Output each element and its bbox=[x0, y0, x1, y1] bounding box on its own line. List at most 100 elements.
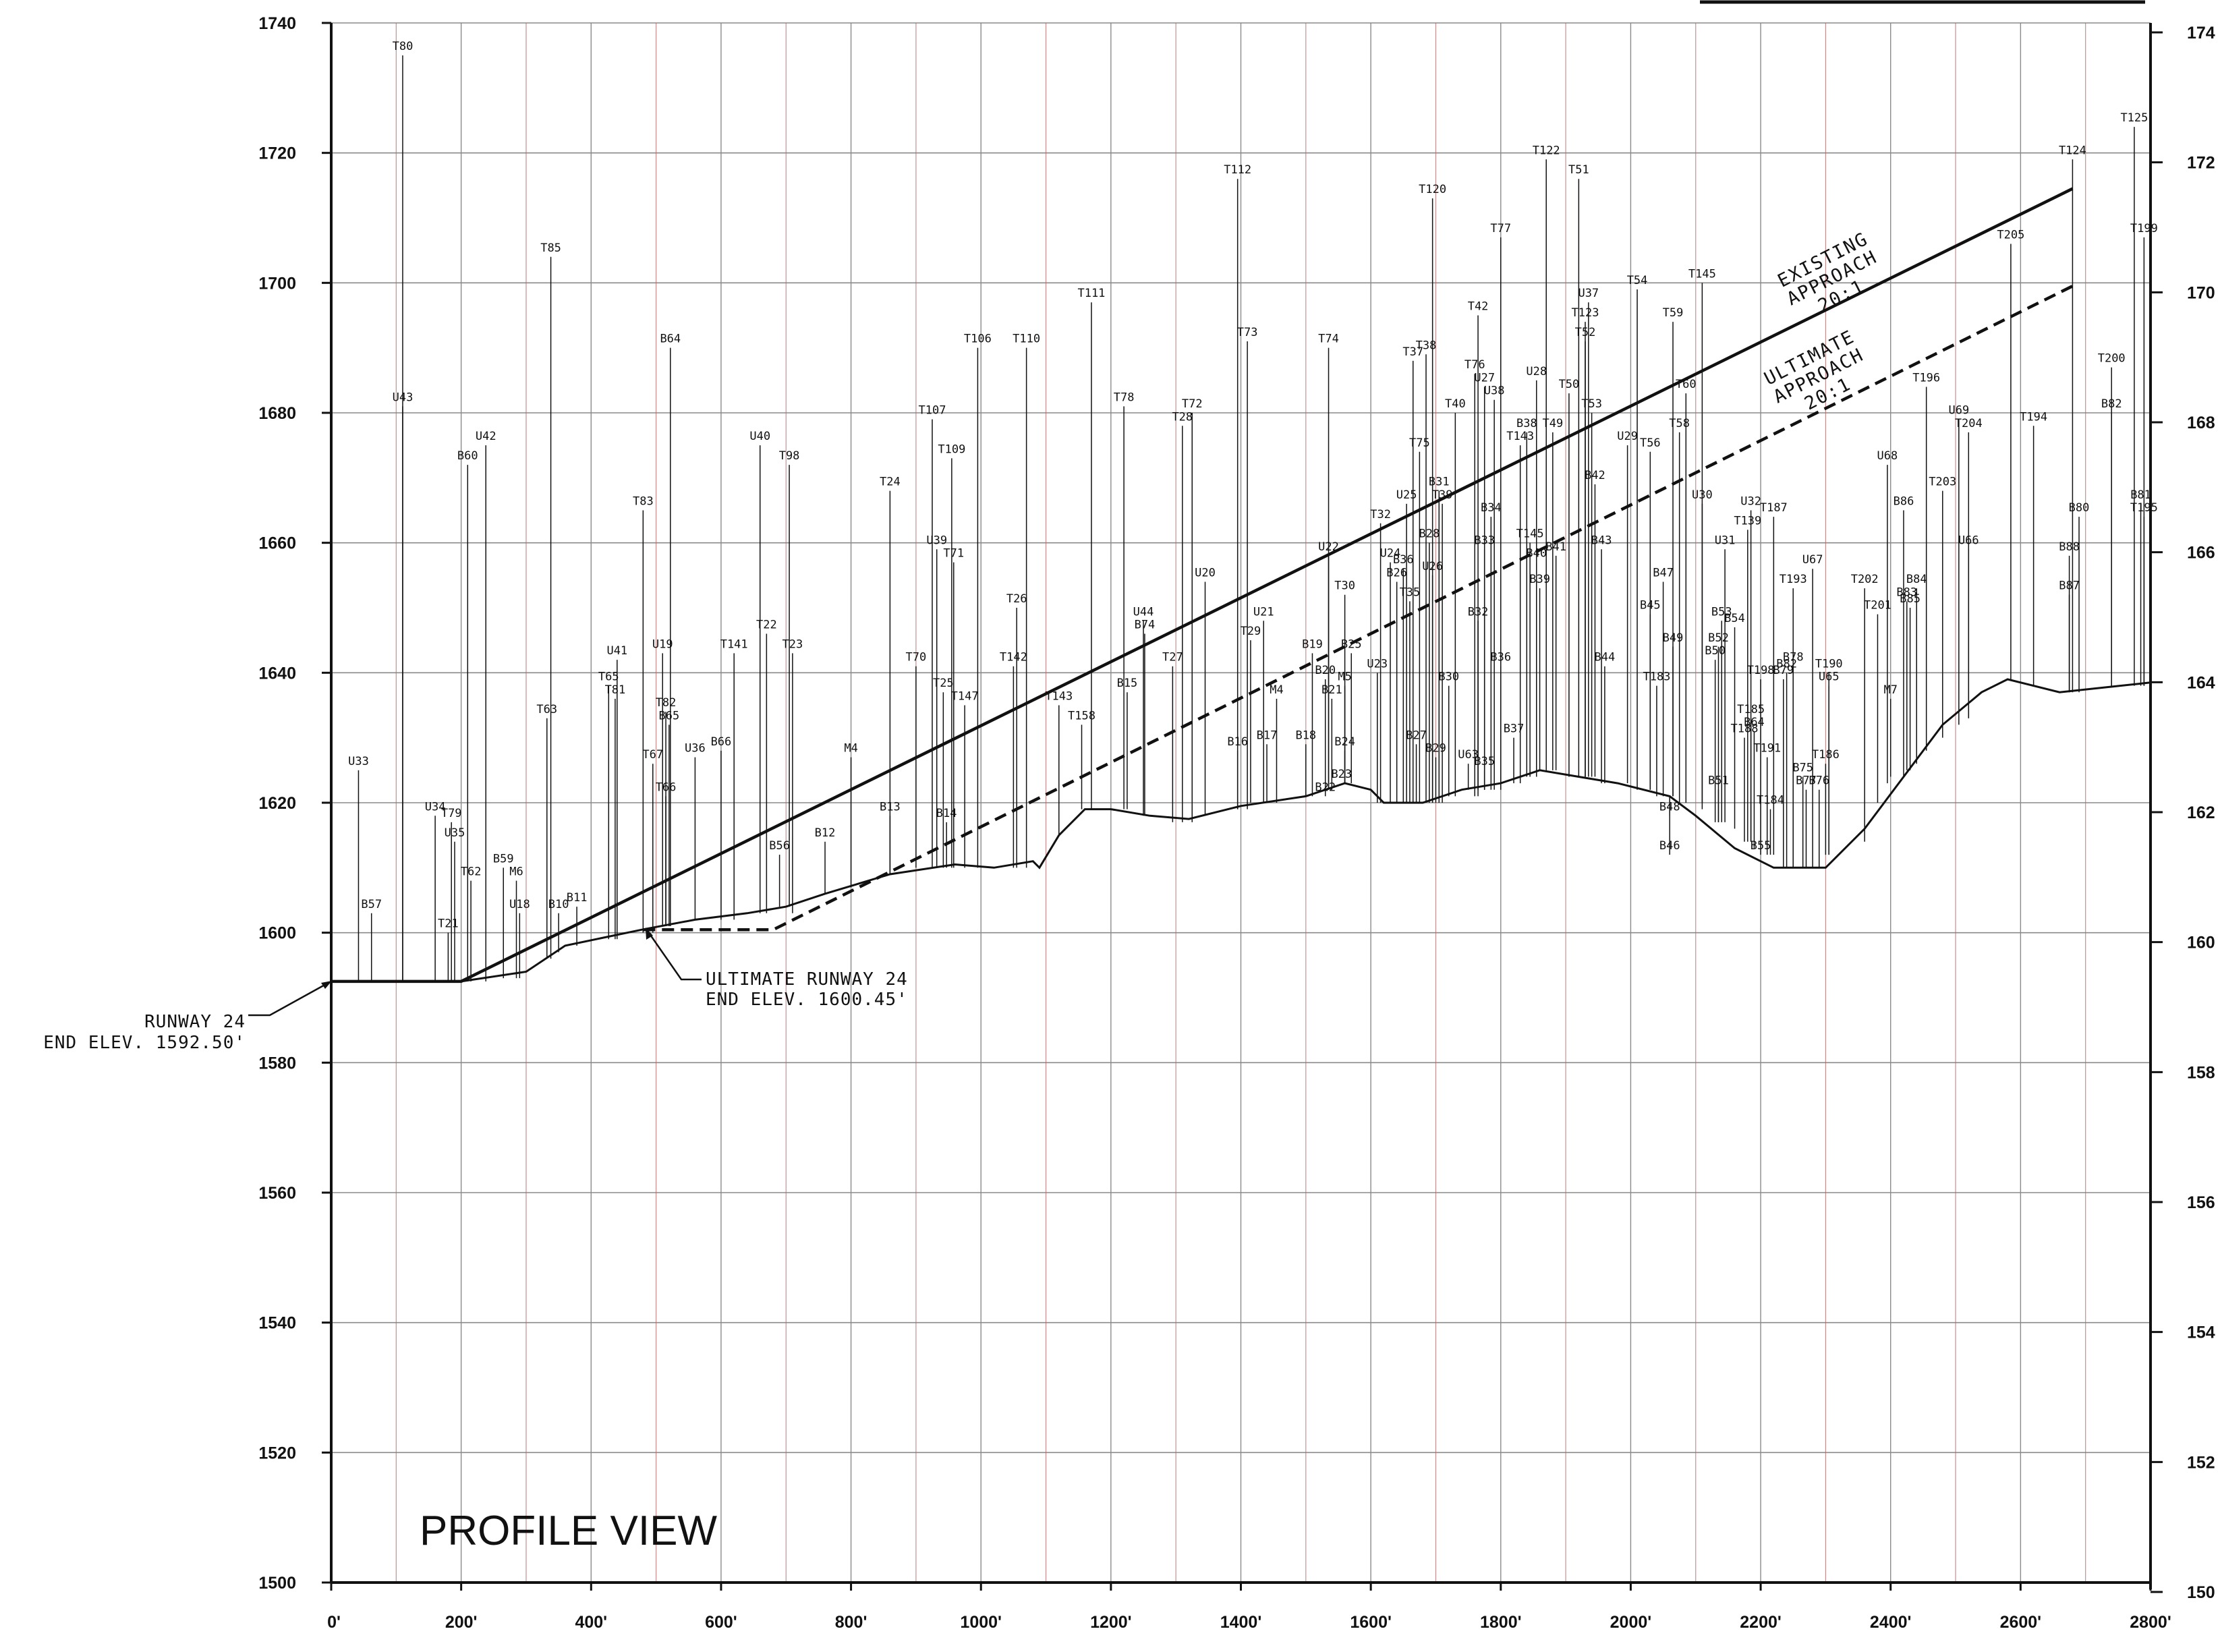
obstruction-label: T35 bbox=[1400, 586, 1421, 599]
obstruction-label: B88 bbox=[2059, 540, 2080, 554]
left-elevation-axis: 1740 1720 1700 1680 1660 1640 1620 1600 1580 1560… bbox=[258, 14, 331, 1593]
obstruction-label: B53 bbox=[1711, 605, 1732, 619]
obstruction-label: T98 bbox=[779, 449, 800, 463]
obstruction-label: T143 bbox=[1506, 430, 1534, 443]
obstruction-label: U25 bbox=[1396, 488, 1417, 502]
obstruction-label: T72 bbox=[1182, 397, 1203, 411]
obstruction-label: B39 bbox=[1529, 573, 1550, 586]
obstruction-label: U40 bbox=[749, 430, 770, 443]
obstruction-label: B66 bbox=[711, 735, 732, 749]
obstruction-label: T107 bbox=[918, 404, 946, 418]
x-tick-label: 2800' bbox=[2130, 1613, 2171, 1632]
right-tick-label: 160 bbox=[2187, 934, 2215, 952]
obstruction-label: U34 bbox=[425, 800, 446, 814]
obstruction-label: U23 bbox=[1367, 657, 1388, 671]
obstruction-label: B80 bbox=[2069, 501, 2090, 515]
obstruction-label: T62 bbox=[461, 865, 482, 879]
obstruction-label: U24 bbox=[1380, 547, 1401, 561]
obstruction-label: T30 bbox=[1334, 579, 1355, 593]
obstruction-label: B19 bbox=[1302, 637, 1323, 651]
obstruction-label: B18 bbox=[1295, 729, 1316, 742]
obstruction-label: B86 bbox=[1894, 495, 1914, 509]
obstruction-label: B47 bbox=[1653, 566, 1674, 579]
obstruction-label: B37 bbox=[1504, 722, 1525, 736]
obstruction-label: U21 bbox=[1253, 605, 1274, 619]
obstruction-label: T194 bbox=[2020, 410, 2047, 424]
obstruction-label: T111 bbox=[1077, 287, 1105, 300]
left-tick-label: 1600 bbox=[258, 924, 296, 943]
x-tick-label: 2600' bbox=[2000, 1613, 2042, 1632]
ultimate-runway-end-label: ULTIMATE RUNWAY 24 bbox=[706, 969, 908, 990]
obstruction-label: T110 bbox=[1013, 333, 1040, 346]
x-tick-label: 1200' bbox=[1090, 1613, 1132, 1632]
obstruction-label: T51 bbox=[1568, 163, 1589, 177]
obstruction-label: B11 bbox=[567, 891, 588, 905]
obstruction-label: U33 bbox=[348, 755, 369, 768]
obstruction-label: U67 bbox=[1802, 553, 1823, 567]
obstruction-label: T28 bbox=[1172, 410, 1193, 424]
obstruction-label: B24 bbox=[1334, 735, 1355, 749]
obstruction-label: T122 bbox=[1533, 144, 1560, 157]
obstruction-label: T193 bbox=[1780, 573, 1807, 586]
obstruction-label: T29 bbox=[1241, 625, 1261, 638]
right-tick-label: 156 bbox=[2187, 1193, 2215, 1212]
obstruction-label: B13 bbox=[880, 800, 901, 814]
runway-end-elevation: END ELEV. 1592.50' bbox=[43, 1033, 246, 1053]
obstruction-label: B60 bbox=[457, 449, 478, 463]
obstruction-label: B31 bbox=[1429, 476, 1450, 489]
obstruction-label: T200 bbox=[2098, 352, 2126, 366]
obstruction-label: T188 bbox=[1731, 722, 1759, 736]
obstruction-label: U63 bbox=[1458, 748, 1479, 762]
obstruction-label: B26 bbox=[1386, 566, 1407, 579]
x-tick-label: 0' bbox=[327, 1613, 341, 1632]
obstruction-label: T158 bbox=[1068, 709, 1095, 722]
obstruction-label: U32 bbox=[1740, 495, 1761, 509]
obstruction-label: U26 bbox=[1422, 560, 1443, 573]
obstruction-label: B14 bbox=[936, 807, 957, 820]
x-tick-label: 600' bbox=[705, 1613, 737, 1632]
obstruction-label: T139 bbox=[1734, 514, 1761, 528]
right-tick-label: 172 bbox=[2187, 154, 2215, 173]
obstruction-label: B65 bbox=[659, 709, 680, 722]
obstruction-label: T37 bbox=[1402, 345, 1423, 359]
obstruction-label: T120 bbox=[1419, 183, 1446, 196]
obstruction-label: B43 bbox=[1591, 534, 1612, 547]
obstruction-label: B29 bbox=[1425, 742, 1446, 756]
obstruction-label: B36 bbox=[1490, 651, 1511, 664]
obstruction-label: U37 bbox=[1578, 287, 1599, 300]
obstruction-label: T190 bbox=[1815, 657, 1843, 671]
obstruction-label: B59 bbox=[493, 852, 514, 865]
existing-approach-surface bbox=[331, 187, 2074, 984]
obstruction-label: T65 bbox=[598, 671, 619, 684]
obstruction-label: B32 bbox=[1468, 605, 1489, 619]
obstruction-label: B52 bbox=[1708, 631, 1729, 645]
obstruction-label: T185 bbox=[1737, 703, 1765, 716]
obstruction-label: T187 bbox=[1760, 501, 1788, 515]
obstruction-label: T141 bbox=[720, 637, 748, 651]
obstruction-label: T142 bbox=[1000, 651, 1027, 664]
x-tick-label: 2400' bbox=[1870, 1613, 1912, 1632]
right-tick-label: 164 bbox=[2187, 673, 2215, 692]
right-tick-label: 158 bbox=[2187, 1063, 2215, 1082]
obstruction-label: B85 bbox=[1900, 592, 1920, 606]
obstruction-label: B41 bbox=[1545, 540, 1566, 554]
obstruction-label: T39 bbox=[1432, 488, 1453, 502]
obstruction-label: T77 bbox=[1490, 222, 1511, 235]
obstruction-label: B35 bbox=[1474, 755, 1495, 768]
obstruction-label: U69 bbox=[1948, 404, 1969, 418]
obstruction-label: T21 bbox=[438, 917, 459, 931]
right-tick-label: 150 bbox=[2187, 1583, 2215, 1602]
obstruction-label: M7 bbox=[1883, 683, 1897, 697]
obstruction-label: T112 bbox=[1224, 163, 1251, 177]
obstruction-label: T145 bbox=[1688, 267, 1716, 281]
obstruction-label: U36 bbox=[685, 742, 706, 756]
obstruction-label: U35 bbox=[445, 826, 465, 840]
obstruction-label: B20 bbox=[1315, 664, 1336, 677]
obstruction-label: B16 bbox=[1227, 735, 1248, 749]
obstruction-label: B87 bbox=[2059, 579, 2080, 593]
obstruction-label: T76 bbox=[1464, 358, 1485, 372]
obstruction-label: B75 bbox=[1792, 761, 1813, 774]
x-tick-label: 1400' bbox=[1220, 1613, 1262, 1632]
